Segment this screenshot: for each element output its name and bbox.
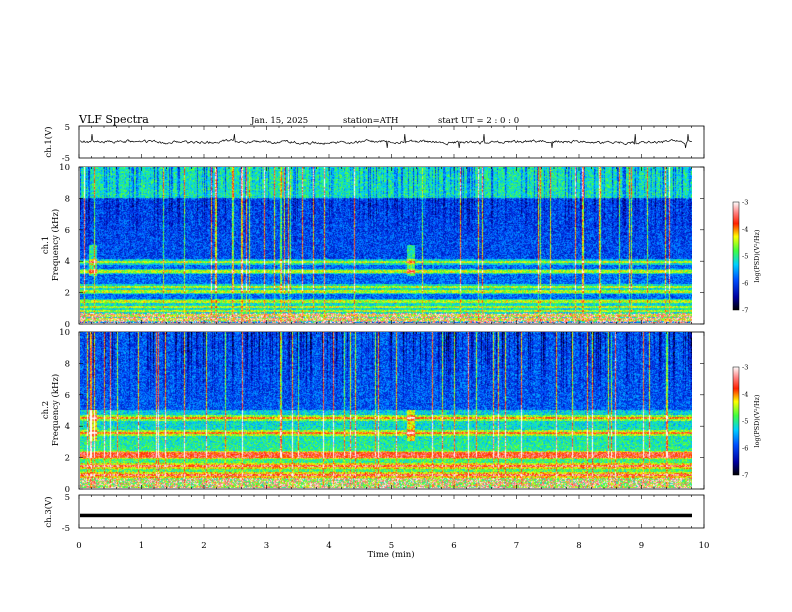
- ch3-waveform-ylabel: ch.3(V): [43, 496, 54, 527]
- time-tick-label: 2: [201, 541, 206, 551]
- ch1-ytick-bottom: -5: [62, 154, 70, 164]
- colorbar-tick-label: -4: [742, 226, 748, 234]
- ch2-spectrogram-ylabel-channel: ch.2: [41, 401, 51, 419]
- ch2-spectrogram-image: [80, 332, 692, 488]
- start-ut-label: start UT = 2 : 0 : 0: [438, 116, 519, 126]
- ch2-colorbar-label: log(PSD)(V²/Hz): [753, 394, 761, 447]
- time-tick-label: 5: [389, 541, 394, 551]
- ch1-spectrogram-image: [80, 167, 692, 323]
- frequency-tick-label: 10: [59, 328, 70, 338]
- frequency-tick-label: 0: [65, 320, 70, 330]
- time-tick-label: 0: [76, 541, 81, 551]
- time-tick-label: 7: [514, 541, 519, 551]
- ch2-colorbar-ticks: -3 -4 -5 -6 -7: [742, 364, 748, 480]
- ch1-waveform-ylabel: ch.1(V): [43, 126, 54, 157]
- colorbar-tick-label: -5: [742, 418, 748, 426]
- frequency-tick-label: 8: [65, 194, 70, 204]
- frequency-tick-label: 2: [65, 289, 70, 299]
- time-tick-label: 1: [139, 541, 144, 551]
- frequency-tick-label: 0: [65, 485, 70, 495]
- date-label: Jan. 15, 2025: [250, 116, 308, 126]
- ch3-waveform-line: [80, 513, 692, 518]
- ch3-ytick-top: 5: [65, 493, 70, 503]
- station-label: station=ATH: [343, 116, 398, 126]
- ch1-ytick-top: 5: [65, 123, 70, 133]
- colorbar-tick-label: -6: [742, 280, 748, 288]
- ch2-colorbar: [732, 366, 740, 476]
- ch2-spectrogram-ylabel-frequency: Frequency (kHz): [50, 374, 61, 446]
- figure-title: VLF Spectra: [78, 113, 149, 126]
- ch1-colorbar: [732, 201, 740, 311]
- ch3-ytick-bottom: -5: [62, 524, 70, 534]
- frequency-tick-label: 2: [65, 454, 70, 464]
- ch1-spectrogram-ylabel-channel: ch.1: [41, 236, 51, 254]
- colorbar-tick-label: -3: [742, 199, 748, 207]
- frequency-tick-label: 6: [65, 226, 70, 236]
- frequency-tick-label: 4: [65, 257, 70, 267]
- frequency-tick-label: 6: [65, 391, 70, 401]
- colorbar-tick-label: -7: [742, 307, 748, 315]
- frequency-tick-label: 8: [65, 359, 70, 369]
- time-tick-label: 6: [451, 541, 456, 551]
- ch1-colorbar-ticks: -3 -4 -5 -6 -7: [742, 199, 748, 315]
- time-tick-label: 8: [576, 541, 581, 551]
- colorbar-tick-label: -6: [742, 445, 748, 453]
- ch1-spectrogram-ylabel-frequency: Frequency (kHz): [50, 209, 61, 281]
- ch1-waveform-line: [79, 133, 693, 149]
- colorbar-tick-label: -5: [742, 253, 748, 261]
- frequency-tick-label: 4: [65, 422, 70, 432]
- ch1-colorbar-label: log(PSD)(V²/Hz): [753, 229, 761, 282]
- time-tick-label: 10: [699, 541, 710, 551]
- time-tick-label: 4: [326, 541, 331, 551]
- ch1-frequency-ticks: 0 2 4 6 8 10: [59, 163, 704, 330]
- colorbar-tick-label: -7: [742, 472, 748, 480]
- time-tick-label: 3: [264, 541, 269, 551]
- colorbar-tick-label: -3: [742, 364, 748, 372]
- ch2-frequency-ticks: 0 2 4 6 8 10: [59, 328, 704, 495]
- time-axis-ticks: 0 1 2 3 4 5 6 7 8 9 10: [76, 126, 709, 551]
- time-tick-label: 9: [639, 541, 644, 551]
- time-axis-label: Time (min): [367, 549, 414, 560]
- frequency-tick-label: 10: [59, 163, 70, 173]
- colorbar-tick-label: -4: [742, 391, 748, 399]
